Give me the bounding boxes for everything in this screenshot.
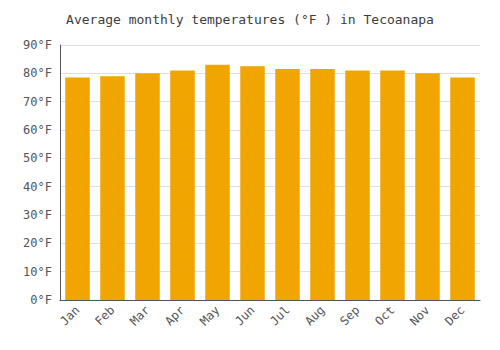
svg-text:Jun: Jun — [232, 303, 257, 328]
svg-text:Jan: Jan — [57, 303, 82, 328]
svg-text:Jul: Jul — [267, 303, 292, 328]
svg-text:Oct: Oct — [372, 303, 397, 328]
svg-text:Average monthly temperatures (: Average monthly temperatures (°F ) in Te… — [66, 12, 434, 27]
svg-text:70°F: 70°F — [23, 95, 52, 109]
svg-text:Aug: Aug — [302, 303, 327, 328]
svg-text:10°F: 10°F — [23, 265, 52, 279]
svg-text:20°F: 20°F — [23, 236, 52, 250]
svg-text:Feb: Feb — [92, 303, 117, 328]
svg-text:90°F: 90°F — [23, 38, 52, 52]
svg-text:Sep: Sep — [337, 303, 362, 328]
svg-text:Dec: Dec — [442, 303, 467, 328]
svg-text:May: May — [197, 303, 222, 328]
svg-text:Mar: Mar — [127, 303, 152, 328]
svg-text:80°F: 80°F — [23, 66, 52, 80]
svg-text:30°F: 30°F — [23, 208, 52, 222]
svg-text:60°F: 60°F — [23, 123, 52, 137]
svg-text:40°F: 40°F — [23, 180, 52, 194]
svg-text:50°F: 50°F — [23, 151, 52, 165]
svg-text:Apr: Apr — [162, 303, 187, 328]
svg-text:0°F: 0°F — [30, 293, 52, 307]
svg-text:Nov: Nov — [407, 303, 432, 328]
